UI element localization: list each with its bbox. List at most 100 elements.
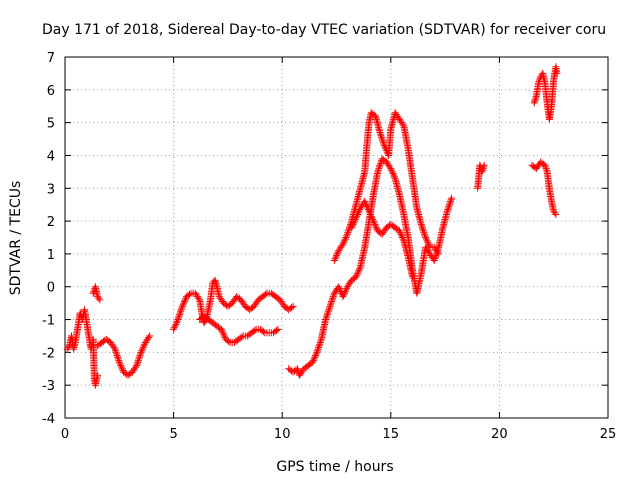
data-point-segment-6 [423,237,431,245]
data-point-segment-2 [114,355,122,363]
data-point-segment-6 [380,140,388,148]
x-axis-label: GPS time / hours [276,459,393,475]
x-tick-label: 15 [383,427,400,442]
data-point-segment-5 [323,312,331,320]
data-point-segment-6 [338,242,346,250]
y-tick-label: -2 [42,346,55,361]
data-point-segment-7 [368,214,376,222]
data-point-segment-5 [324,309,332,317]
data-point-segment-6 [333,252,340,260]
data-point-segment-2 [141,340,149,348]
data-point-segment-7 [372,222,380,230]
x-tick-label: 25 [600,427,617,442]
data-point-segment-7 [398,234,406,241]
data-point-segment-7 [365,207,373,215]
data-point-segment-1b [96,296,104,304]
data-point-segment-4 [225,337,233,345]
data-point-segment-9 [552,211,560,218]
data-point-segment-5 [314,345,322,353]
y-tick-label: 0 [47,281,55,296]
data-point-segment-7 [367,212,375,220]
data-point-segment-5 [322,316,330,323]
data-point-segment-7 [364,204,372,212]
data-point-segment-5 [339,293,347,301]
x-tick-label: 20 [491,427,508,442]
data-point-segment-5 [315,342,323,350]
data-point-segment-5 [447,197,454,205]
data-point-segment-6 [376,129,384,136]
data-point-segment-5 [310,355,318,363]
data-point-segment-6 [377,132,385,140]
data-point-segment-2 [136,352,144,360]
data-point-segment-6 [341,235,349,243]
data-point-segment-10 [553,69,561,77]
data-point-segment-3 [176,309,184,317]
data-point-segment-2 [112,348,120,356]
data-point-segment-6 [399,120,407,128]
x-tick-label: 5 [169,427,177,442]
chart-title: Day 171 of 2018, Sidereal Day-to-day VTE… [42,22,606,38]
data-point-segment-3 [173,317,181,325]
data-point-segment-2 [116,360,124,368]
y-tick-label: -1 [42,314,55,329]
data-point-segment-5 [335,284,343,292]
data-point-segment-4 [220,330,228,338]
data-marks [63,63,561,389]
data-point-segment-7 [369,215,377,223]
data-point-segment-6 [417,220,425,228]
data-point-segment-5 [374,166,382,174]
data-point-segment-3 [178,302,186,310]
data-point-segment-3 [175,312,183,320]
y-tick-label: -3 [42,379,55,394]
data-point-segment-3 [181,296,189,304]
data-point-segment-5 [354,268,362,276]
data-point-segment-7 [350,219,358,227]
data-point-segment-5 [328,298,336,305]
data-point-segment-5 [354,270,361,278]
data-point-segment-5 [311,353,319,361]
data-point-segment-5 [329,293,337,301]
y-tick-label: 7 [47,51,55,66]
data-point-segment-3 [195,294,203,302]
data-point-segment-7 [355,207,363,215]
data-point-segment-7 [354,209,362,217]
data-point-segment-7 [361,197,369,205]
data-point-segment-5 [445,201,453,209]
data-point-segment-2 [115,358,123,366]
data-point-segment-4 [219,329,227,337]
data-point-segment-7 [362,199,369,207]
data-point-segment-7 [356,206,364,214]
data-point-segment-4 [238,333,246,341]
data-point-segment-5 [388,166,395,174]
data-point-segment-6 [378,135,386,143]
data-point-segment-5 [352,273,360,281]
data-point-segment-7 [349,220,357,228]
data-point-segment-3 [289,302,297,310]
y-tick-label: 4 [47,149,55,164]
data-point-segment-3 [170,324,178,332]
data-point-segment-5 [312,350,320,358]
data-point-segment-4 [272,327,280,334]
y-tick-label: 1 [47,248,55,263]
data-point-segment-5 [340,291,348,299]
data-point-segment-3 [288,304,296,311]
data-point-segment-2 [140,342,148,350]
data-point-segment-4 [274,325,282,333]
data-point-segment-6 [420,229,428,237]
data-point-segment-3 [180,299,188,307]
data-point-segment-6 [422,234,430,241]
data-point-segment-5 [386,163,394,171]
data-point-segment-1b [95,294,103,302]
data-point-segment-2 [117,362,125,369]
data-point-segment-7 [354,211,361,218]
data-point-segment-5 [388,168,396,176]
data-point-segment-5 [312,352,319,360]
data-point-segment-5 [309,358,317,366]
y-tick-label: -4 [42,412,55,427]
data-point-segment-3 [170,325,178,333]
data-point-segment-5 [356,265,364,273]
data-point-segment-3 [171,322,179,330]
data-point-segment-5 [341,288,349,296]
data-point-segment-3 [174,316,182,323]
